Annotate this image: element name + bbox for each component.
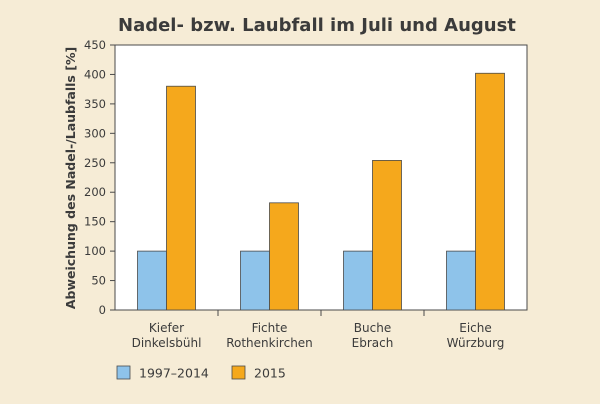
bar-reference-1 — [240, 250, 270, 311]
chart-title: Nadel- bzw. Laubfall im Juli und August — [118, 15, 516, 36]
x-tick-label: Eiche — [459, 321, 492, 335]
x-tick-label-sub: Ebrach — [352, 336, 394, 350]
bar-marks — [137, 72, 505, 311]
bar-reference-0 — [137, 250, 167, 311]
y-tick-label: 450 — [84, 38, 106, 52]
y-tick-label: 300 — [84, 126, 106, 140]
y-tick-label: 150 — [84, 215, 106, 229]
bar-current-0 — [166, 85, 196, 311]
legend-swatch-1 — [231, 365, 246, 380]
y-axis-label: Abweichung des Nadel-/Laubfalls [%] — [63, 47, 78, 309]
x-tick-label-sub: Rothenkirchen — [226, 336, 313, 350]
axes: 0 50 100 150 200 250 300 350 400 450 KieferDinkels… — [84, 38, 504, 350]
y-tick-label: 50 — [91, 274, 106, 288]
legend-label-1: 2015 — [254, 366, 286, 381]
y-tick-label: 250 — [84, 156, 106, 170]
bar-reference-3 — [446, 250, 476, 311]
bar-reference-2 — [343, 250, 373, 311]
bar-current-2 — [372, 160, 402, 311]
bar-current-3 — [475, 72, 505, 311]
y-tick-label: 200 — [84, 185, 106, 199]
legend-swatch-0 — [116, 365, 131, 380]
x-tick-label: Fichte — [252, 321, 288, 335]
x-tick-label: Buche — [354, 321, 391, 335]
bar-current-1 — [269, 202, 299, 311]
y-tick-label: 100 — [84, 244, 106, 258]
x-tick-label-sub: Dinkelsbühl — [132, 336, 202, 350]
x-tick-label: Kiefer — [149, 321, 184, 335]
y-tick-label: 350 — [84, 97, 106, 111]
x-tick-label-sub: Würzburg — [447, 336, 505, 350]
y-tick-label: 0 — [99, 303, 106, 317]
legend: 1997–2014 2015 — [116, 365, 286, 381]
y-tick-label: 400 — [84, 67, 106, 81]
legend-label-0: 1997–2014 — [139, 366, 209, 381]
